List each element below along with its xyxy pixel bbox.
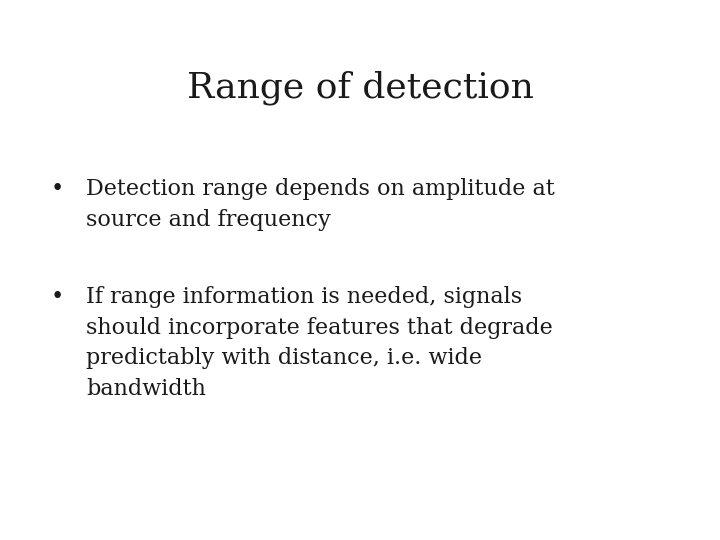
- Text: Range of detection: Range of detection: [186, 70, 534, 105]
- Text: •: •: [50, 178, 63, 200]
- Text: Detection range depends on amplitude at
source and frequency: Detection range depends on amplitude at …: [86, 178, 555, 231]
- Text: If range information is needed, signals
should incorporate features that degrade: If range information is needed, signals …: [86, 286, 553, 400]
- Text: •: •: [50, 286, 63, 308]
